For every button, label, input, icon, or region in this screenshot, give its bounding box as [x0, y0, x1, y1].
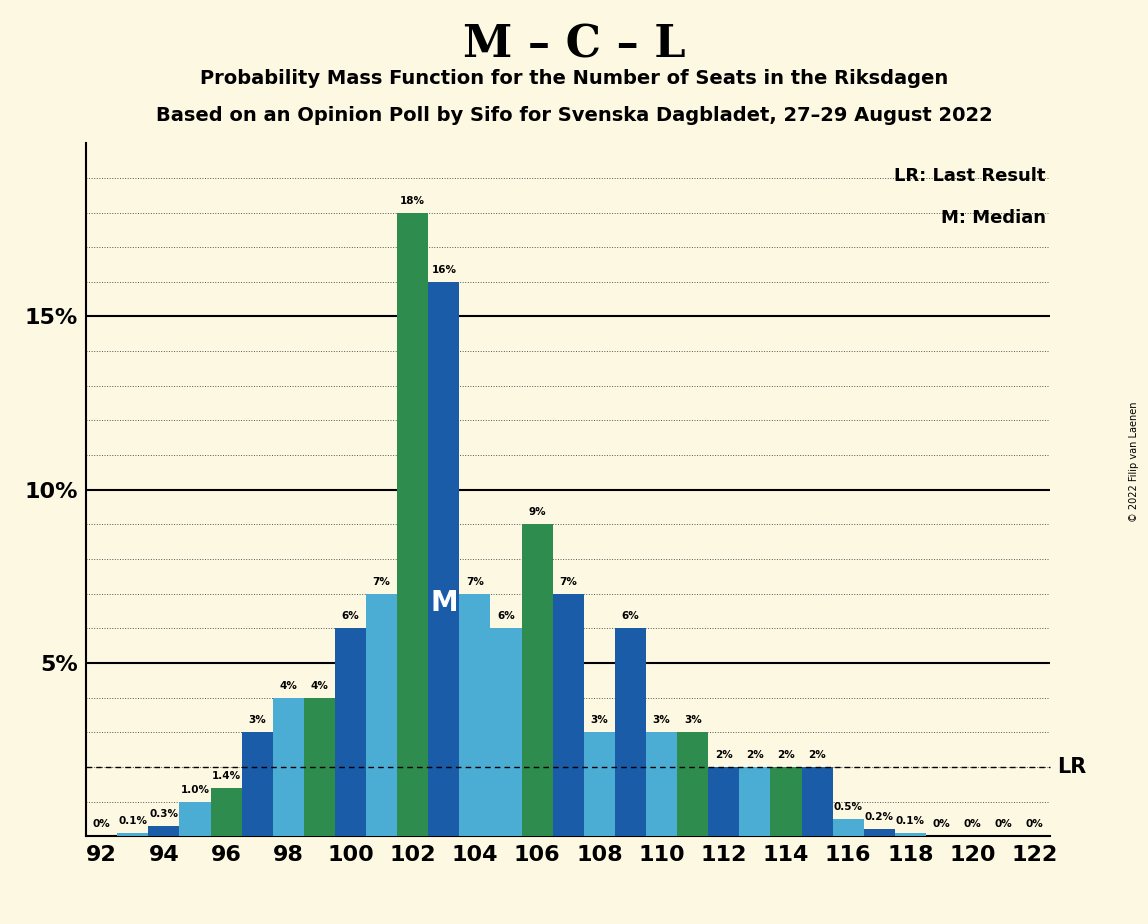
Text: 1.0%: 1.0% — [180, 784, 209, 795]
Bar — [490, 628, 521, 836]
Text: 2%: 2% — [746, 750, 763, 760]
Text: 16%: 16% — [432, 265, 457, 275]
Text: 7%: 7% — [466, 577, 483, 587]
Bar — [770, 767, 801, 836]
Bar — [428, 282, 459, 836]
Text: 0%: 0% — [932, 820, 951, 830]
Text: M – C – L: M – C – L — [463, 23, 685, 67]
Text: 0%: 0% — [93, 820, 110, 830]
Bar — [646, 732, 677, 836]
Text: LR: LR — [1056, 757, 1086, 777]
Text: 6%: 6% — [497, 612, 515, 622]
Text: 2%: 2% — [777, 750, 794, 760]
Text: M: Median: M: Median — [940, 209, 1046, 227]
Bar — [117, 833, 148, 836]
Bar — [210, 787, 241, 836]
Text: 4%: 4% — [279, 681, 297, 691]
Text: 1.4%: 1.4% — [211, 771, 241, 781]
Text: Based on an Opinion Poll by Sifo for Svenska Dagbladet, 27–29 August 2022: Based on an Opinion Poll by Sifo for Sve… — [156, 106, 992, 126]
Text: 9%: 9% — [528, 507, 546, 517]
Text: 18%: 18% — [401, 196, 425, 206]
Bar — [273, 698, 304, 836]
Text: Probability Mass Function for the Number of Seats in the Riksdagen: Probability Mass Function for the Number… — [200, 69, 948, 89]
Bar — [584, 732, 615, 836]
Bar — [148, 826, 179, 836]
Bar — [459, 594, 490, 836]
Bar — [241, 732, 273, 836]
Text: 0%: 0% — [995, 820, 1013, 830]
Text: 0.1%: 0.1% — [118, 816, 147, 826]
Text: M: M — [430, 590, 458, 617]
Text: 3%: 3% — [590, 715, 608, 725]
Text: 0.1%: 0.1% — [895, 816, 925, 826]
Bar — [179, 802, 210, 836]
Bar — [366, 594, 397, 836]
Bar — [335, 628, 366, 836]
Bar — [397, 213, 428, 836]
Text: 7%: 7% — [559, 577, 577, 587]
Text: 0.3%: 0.3% — [149, 808, 178, 819]
Bar — [552, 594, 584, 836]
Text: 6%: 6% — [621, 612, 639, 622]
Bar — [521, 525, 552, 836]
Bar — [677, 732, 708, 836]
Bar — [801, 767, 832, 836]
Text: 2%: 2% — [715, 750, 732, 760]
Bar — [895, 833, 926, 836]
Text: 0.2%: 0.2% — [864, 812, 894, 822]
Text: 0.5%: 0.5% — [833, 802, 863, 812]
Bar — [863, 830, 895, 836]
Bar — [708, 767, 739, 836]
Bar — [615, 628, 646, 836]
Text: 3%: 3% — [684, 715, 701, 725]
Text: 0%: 0% — [964, 820, 982, 830]
Text: 2%: 2% — [808, 750, 827, 760]
Text: 3%: 3% — [653, 715, 670, 725]
Text: 3%: 3% — [248, 715, 266, 725]
Text: © 2022 Filip van Laenen: © 2022 Filip van Laenen — [1128, 402, 1139, 522]
Text: LR: Last Result: LR: Last Result — [894, 167, 1046, 186]
Bar — [832, 819, 863, 836]
Bar — [304, 698, 335, 836]
Text: 6%: 6% — [342, 612, 359, 622]
Text: 4%: 4% — [310, 681, 328, 691]
Text: 7%: 7% — [373, 577, 390, 587]
Bar — [739, 767, 770, 836]
Text: 0%: 0% — [1026, 820, 1044, 830]
